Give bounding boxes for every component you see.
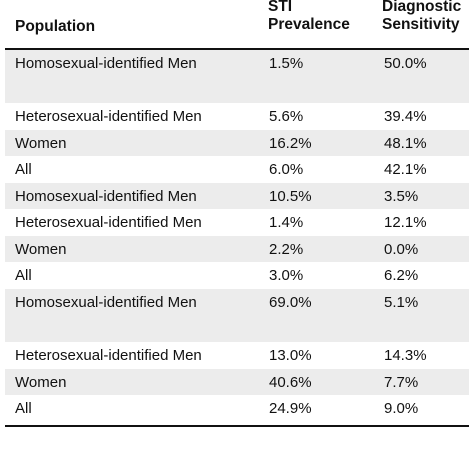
population-cell: Heterosexual-identified Men [15,214,202,231]
table-row: Women 16.2% 48.1% [5,130,469,156]
table-row: Homosexual-identified Men 69.0% 5.1% [5,289,469,342]
sensitivity-cell: 42.1% [384,161,427,178]
table-row: All 24.9% 9.0% [5,395,469,422]
sensitivity-cell: 14.3% [384,347,427,364]
population-cell: Women [15,374,67,391]
sensitivity-cell: 12.1% [384,214,427,231]
prevalence-cell: 40.6% [269,374,312,391]
sensitivity-cell: 7.7% [384,374,419,391]
prevalence-cell: 1.5% [269,55,304,72]
header-prevalence-line1: STI [268,0,293,15]
table-row: Women 2.2% 0.0% [5,236,469,262]
prevalence-cell: 16.2% [269,135,312,152]
sensitivity-cell: 48.1% [384,135,427,152]
table-row: Homosexual-identified Men 1.5% 50.0% [5,50,469,103]
population-cell: All [15,400,32,417]
prevalence-cell: 1.4% [269,214,304,231]
population-cell: Women [15,241,67,258]
header-population: Population [15,18,96,35]
population-cell: All [15,161,32,178]
header-sensitivity-line1: Diagnostic [382,0,462,15]
table-row: All 3.0% 6.2% [5,262,469,289]
population-cell: All [15,267,32,284]
prevalence-cell: 5.6% [269,108,304,125]
sensitivity-cell: 0.0% [384,241,419,258]
prevalence-cell: 2.2% [269,241,304,258]
sensitivity-cell: 39.4% [384,108,427,125]
prevalence-cell: 3.0% [269,267,304,284]
header-sti-prevalence: STI Prevalence [268,0,350,34]
table-row: Heterosexual-identified Men 13.0% 14.3% [5,342,469,369]
prevalence-cell: 13.0% [269,347,312,364]
table-row: Heterosexual-identified Men 5.6% 39.4% [5,103,469,130]
population-cell: Heterosexual-identified Men [15,347,202,364]
population-cell: Heterosexual-identified Men [15,108,202,125]
sensitivity-cell: 6.2% [384,267,419,284]
sensitivity-cell: 3.5% [384,188,419,205]
header-diagnostic-sensitivity: Diagnostic Sensitivity [382,0,461,34]
table-row: Heterosexual-identified Men 1.4% 12.1% [5,209,469,236]
sensitivity-cell: 9.0% [384,400,419,417]
population-cell: Homosexual-identified Men [15,188,197,205]
table-header: Population STI Prevalence Diagnostic Sen… [5,0,469,50]
population-cell: Women [15,135,67,152]
prevalence-cell: 10.5% [269,188,312,205]
table-row: Homosexual-identified Men 10.5% 3.5% [5,183,469,209]
prevalence-cell: 6.0% [269,161,304,178]
population-cell: Homosexual-identified Men [15,55,197,72]
prevalence-cell: 24.9% [269,400,312,417]
bottom-rule [5,425,469,427]
header-prevalence-line2: Prevalence [268,16,350,33]
population-cell: Homosexual-identified Men [15,294,197,311]
data-table: Population STI Prevalence Diagnostic Sen… [5,0,469,427]
table-row: Women 40.6% 7.7% [5,369,469,395]
prevalence-cell: 69.0% [269,294,312,311]
table-row: All 6.0% 42.1% [5,156,469,183]
sensitivity-cell: 5.1% [384,294,419,311]
sensitivity-cell: 50.0% [384,55,427,72]
header-sensitivity-line2: Sensitivity [382,16,460,33]
